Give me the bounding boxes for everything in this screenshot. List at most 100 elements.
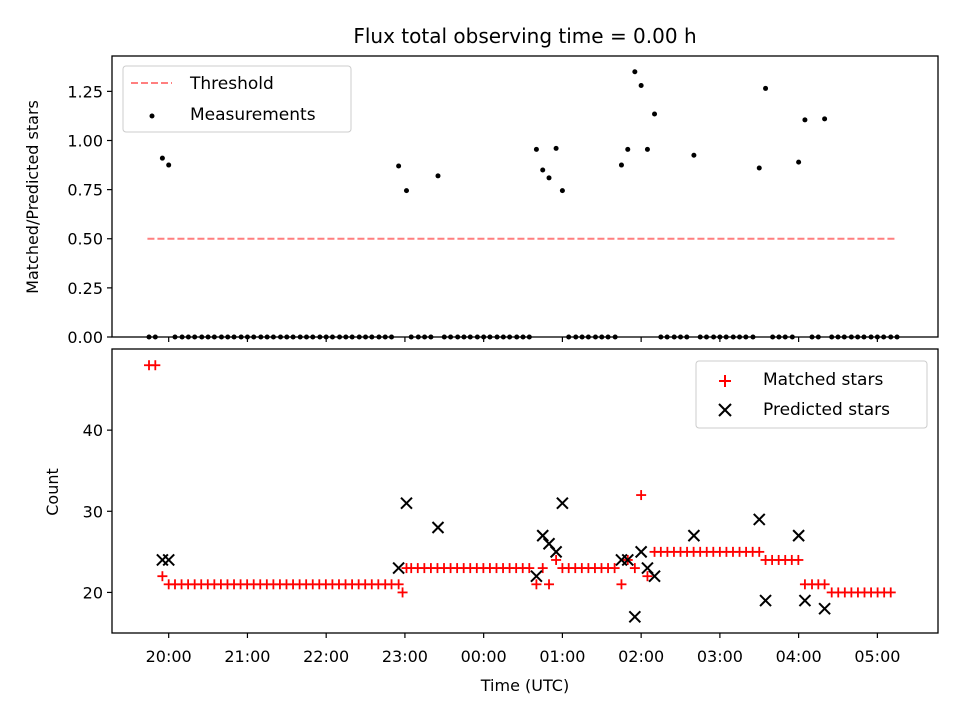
measurement-point bbox=[691, 152, 697, 158]
measurement-point bbox=[644, 146, 650, 152]
bottom-y-axis-label: Count bbox=[43, 468, 62, 516]
y-tick-label: 30 bbox=[83, 502, 103, 521]
legend-predicted-label: Predicted stars bbox=[763, 400, 890, 420]
matched-star-point bbox=[551, 554, 562, 565]
y-tick-label: 1.25 bbox=[67, 82, 103, 101]
matched-star-point bbox=[531, 579, 542, 590]
y-tick-label: 0.75 bbox=[67, 181, 103, 200]
measurement-point bbox=[618, 162, 624, 168]
predicted-star-point bbox=[556, 496, 569, 510]
bottom-legend-box bbox=[695, 360, 928, 429]
matched-star-point bbox=[157, 571, 168, 582]
measurement-point bbox=[159, 155, 165, 161]
top-panel: 0.00 0.25 0.50 0.75 1.00 1.25 Matched/Predict… bbox=[23, 55, 939, 347]
measurement-point bbox=[802, 117, 808, 123]
matched-star-point bbox=[793, 554, 804, 565]
legend-measurements-swatch bbox=[149, 113, 155, 119]
predicted-star-point bbox=[392, 561, 405, 575]
measurement-point bbox=[533, 146, 539, 152]
top-legend: Threshold Measurements bbox=[122, 65, 352, 133]
top-x-ticks bbox=[168, 337, 878, 342]
measurement-point bbox=[756, 165, 762, 171]
measurement-point bbox=[625, 146, 631, 152]
x-tick-label: 03:00 bbox=[697, 647, 743, 666]
matched-star-point bbox=[397, 587, 408, 598]
predicted-star-point bbox=[628, 610, 642, 623]
predicted-star-point bbox=[549, 545, 563, 559]
matched-star-point bbox=[629, 563, 640, 574]
x-tick-label: 02:00 bbox=[618, 647, 664, 666]
measurement-point bbox=[540, 167, 546, 173]
measurement-point bbox=[166, 162, 172, 168]
measurement-point bbox=[638, 82, 644, 88]
predicted-star-point bbox=[792, 529, 805, 542]
predicted-star-point bbox=[798, 594, 812, 607]
measurement-point bbox=[435, 173, 441, 179]
measurement-point bbox=[403, 188, 409, 194]
predicted-star-point bbox=[621, 553, 634, 567]
measurement-point bbox=[396, 163, 402, 169]
matched-star-point bbox=[524, 563, 535, 574]
predicted-star-point bbox=[818, 602, 831, 615]
bottom-x-ticks: 20:00 21:00 22:00 23:00 00:00 01:00 02:00 03:00… bbox=[146, 633, 900, 666]
y-tick-label: 0.00 bbox=[67, 328, 103, 347]
legend-predicted-swatch bbox=[718, 403, 732, 417]
bottom-y-ticks: 20 30 40 bbox=[83, 421, 112, 602]
measurement-point bbox=[553, 145, 559, 151]
predicted-star-point bbox=[530, 569, 543, 583]
chart-title: Flux total observing time = 0.00 h bbox=[353, 24, 696, 48]
matched-star-point bbox=[636, 490, 647, 501]
x-tick-label: 20:00 bbox=[146, 647, 192, 666]
predicted-star-point bbox=[687, 529, 701, 542]
top-axes-frame bbox=[111, 55, 939, 338]
y-tick-label: 0.50 bbox=[67, 230, 103, 249]
x-tick-label: 21:00 bbox=[224, 647, 270, 666]
y-tick-label: 1.00 bbox=[67, 131, 103, 150]
top-y-axis-label: Matched/Predicted stars bbox=[23, 100, 42, 294]
y-tick-label: 20 bbox=[83, 583, 103, 602]
predicted-star-point bbox=[400, 496, 413, 510]
predicted-star-point bbox=[648, 569, 661, 583]
predicted-star-point bbox=[162, 553, 175, 567]
matched-star-point bbox=[609, 563, 620, 574]
predicted-star-point bbox=[431, 521, 445, 534]
bottom-axes-frame bbox=[111, 348, 939, 634]
x-tick-label: 04:00 bbox=[776, 647, 822, 666]
legend-matched-label: Matched stars bbox=[763, 370, 883, 390]
measurement-point bbox=[559, 188, 565, 194]
matched-star-point bbox=[537, 563, 548, 574]
legend-matched-swatch bbox=[719, 375, 731, 387]
x-tick-label: 01:00 bbox=[539, 647, 585, 666]
predicted-star-point bbox=[634, 545, 648, 559]
measurement-point bbox=[546, 175, 552, 181]
predicted-star-point bbox=[536, 529, 549, 542]
y-tick-label: 0.25 bbox=[67, 279, 103, 298]
bottom-legend: Matched stars Predicted stars bbox=[695, 360, 928, 429]
x-tick-label: 00:00 bbox=[461, 647, 507, 666]
bottom-plot-data bbox=[144, 360, 896, 623]
top-legend-box bbox=[122, 65, 352, 133]
matched-star-point bbox=[393, 579, 404, 590]
matched-star-point bbox=[544, 579, 555, 590]
legend-threshold-label: Threshold bbox=[189, 74, 274, 94]
measurement-point bbox=[822, 116, 828, 122]
matched-star-point bbox=[747, 546, 758, 557]
matched-star-point bbox=[616, 579, 627, 590]
bottom-panel: 20 30 40 20:00 21:00 22:00 23:00 00:00 01:00 02:… bbox=[43, 348, 939, 695]
x-tick-label: 22:00 bbox=[303, 647, 349, 666]
measurement-point bbox=[652, 111, 658, 117]
matched-star-point bbox=[373, 579, 384, 590]
predicted-star-point bbox=[753, 513, 766, 526]
predicted-star-point bbox=[759, 594, 772, 607]
measurement-point bbox=[796, 159, 802, 165]
matched-star-point bbox=[642, 571, 653, 582]
matched-star-point bbox=[819, 579, 830, 590]
measurement-point bbox=[632, 69, 638, 75]
legend-measurements-label: Measurements bbox=[190, 105, 316, 125]
matched-star-point bbox=[150, 360, 161, 371]
measurement-point bbox=[763, 85, 769, 91]
y-tick-label: 40 bbox=[83, 421, 103, 440]
x-tick-label: 05:00 bbox=[854, 647, 900, 666]
matched-star-point bbox=[885, 587, 896, 598]
